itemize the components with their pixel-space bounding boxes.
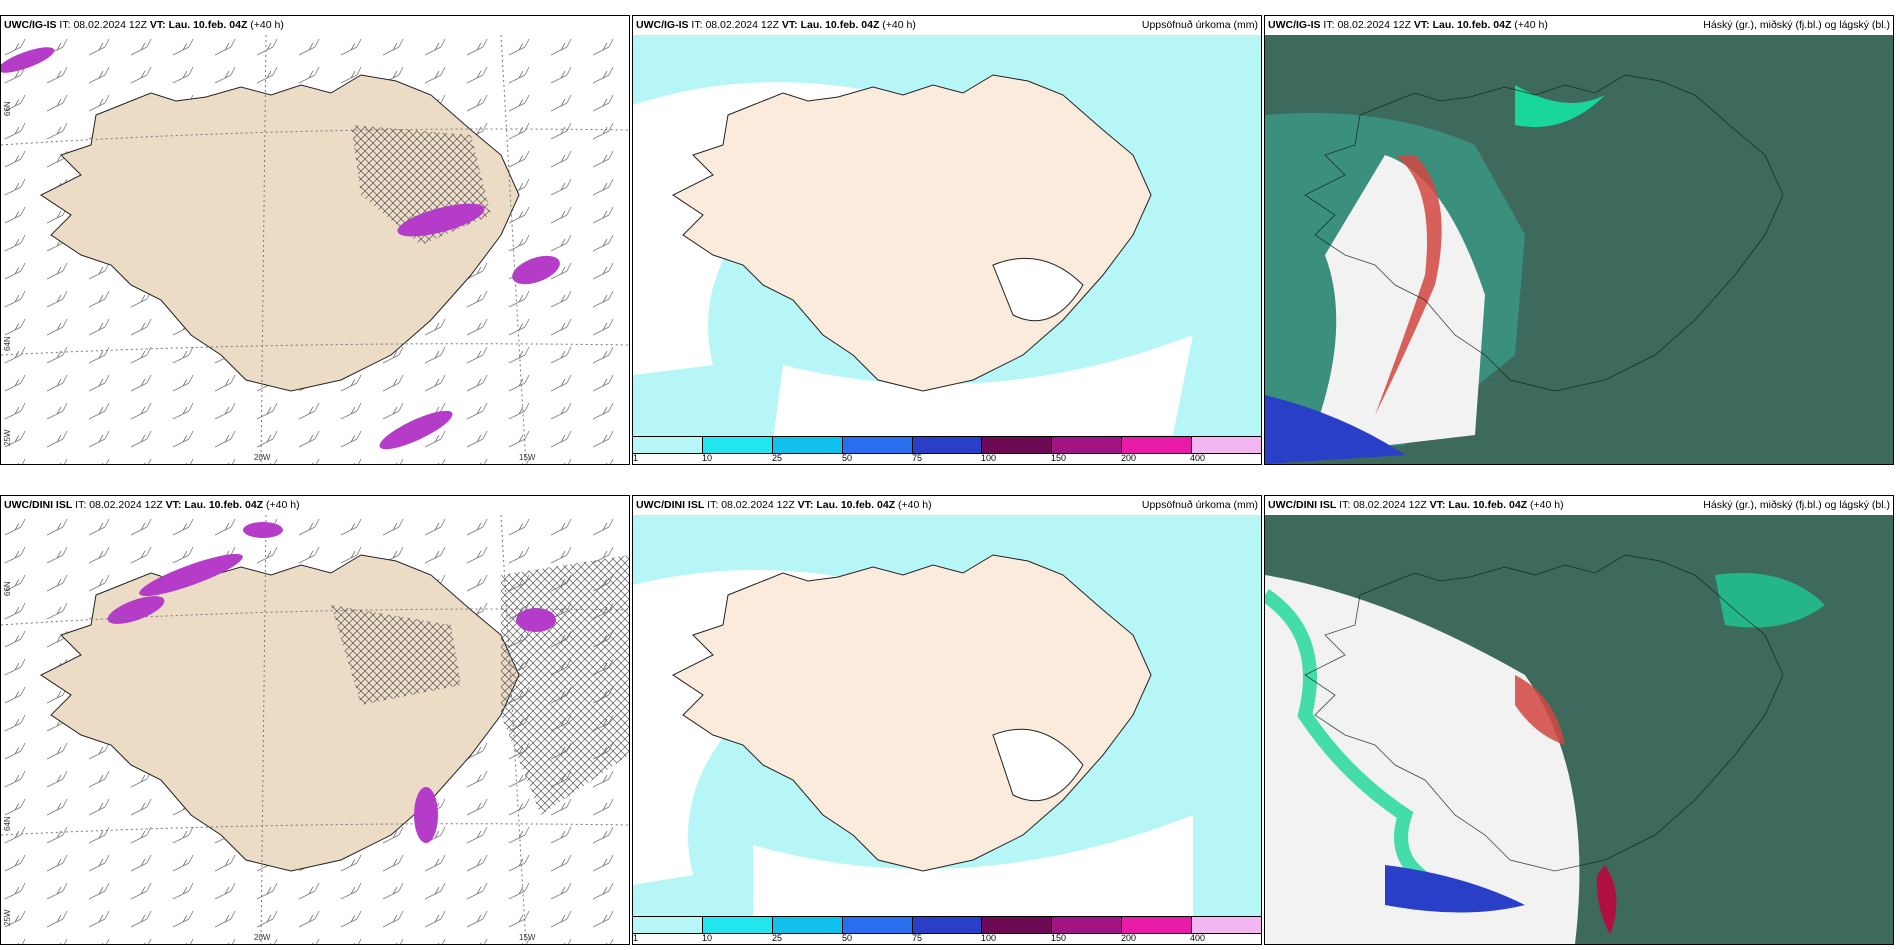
colorbar-tick: 400 bbox=[1190, 933, 1206, 943]
lon-label: 15W bbox=[519, 453, 536, 462]
cloud-map[interactable] bbox=[1265, 35, 1893, 464]
colorbar-tick: 1 bbox=[633, 453, 639, 463]
colorbar-swatches bbox=[633, 916, 1261, 934]
colorbar-swatch bbox=[1122, 917, 1193, 933]
colorbar-tick: 100 bbox=[981, 933, 997, 943]
colorbar-swatch bbox=[1122, 437, 1193, 453]
colorbar-swatch bbox=[772, 917, 843, 933]
lon-label: 20W bbox=[254, 933, 271, 942]
colorbar-swatch bbox=[633, 437, 703, 453]
precip-map[interactable] bbox=[633, 35, 1261, 464]
colorbar-swatches bbox=[633, 436, 1261, 454]
colorbar-tick: 10 bbox=[702, 933, 713, 943]
panel-header: UWC/DINI ISL IT: 08.02.2024 12Z VT: Lau.… bbox=[1, 496, 629, 515]
panel-header: UWC/IG-IS IT: 08.02.2024 12Z VT: Lau. 10… bbox=[1, 16, 629, 35]
colorbar-tick: 50 bbox=[842, 453, 853, 463]
panel-header: UWC/DINI ISL IT: 08.02.2024 12Z VT: Lau.… bbox=[633, 496, 1261, 515]
panel-cloud-dini: UWC/DINI ISL IT: 08.02.2024 12Z VT: Lau.… bbox=[1264, 495, 1894, 945]
panel-precip-dini: UWC/DINI ISL IT: 08.02.2024 12Z VT: Lau.… bbox=[632, 495, 1262, 945]
colorbar-tick: 200 bbox=[1121, 933, 1137, 943]
precip-colorbar: 1 10 25 50 75 100 150 200 400 bbox=[633, 436, 1261, 464]
lon-label: 15W bbox=[519, 933, 536, 942]
colorbar-tick: 1 bbox=[633, 933, 639, 943]
panel-wind-igis: UWC/IG-IS IT: 08.02.2024 12Z VT: Lau. 10… bbox=[0, 15, 630, 465]
colorbar-swatch bbox=[702, 917, 773, 933]
lat-label: 25W bbox=[3, 429, 12, 446]
colorbar-swatch bbox=[702, 437, 773, 453]
lon-label: 20W bbox=[254, 453, 271, 462]
colorbar-swatch bbox=[842, 917, 913, 933]
colorbar-swatch bbox=[1052, 917, 1123, 933]
colorbar-swatch bbox=[1052, 437, 1123, 453]
colorbar-tick: 50 bbox=[842, 933, 853, 943]
colorbar-swatch bbox=[1192, 917, 1261, 933]
panel-wind-dini: UWC/DINI ISL IT: 08.02.2024 12Z VT: Lau.… bbox=[0, 495, 630, 945]
colorbar-swatch bbox=[842, 437, 913, 453]
colorbar-swatch bbox=[912, 917, 983, 933]
panel-cloud-igis: UWC/IG-IS IT: 08.02.2024 12Z VT: Lau. 10… bbox=[1264, 15, 1894, 465]
colorbar-swatch bbox=[982, 437, 1053, 453]
colorbar-swatch bbox=[1192, 437, 1261, 453]
colorbar-swatch bbox=[912, 437, 983, 453]
colorbar-swatch bbox=[633, 917, 703, 933]
colorbar-tick: 10 bbox=[702, 453, 713, 463]
lat-label: 25W bbox=[3, 909, 12, 926]
precip-map[interactable] bbox=[633, 515, 1261, 944]
cloud-map[interactable] bbox=[1265, 515, 1893, 944]
colorbar-tick: 25 bbox=[772, 453, 783, 463]
colorbar-swatch bbox=[982, 917, 1053, 933]
colorbar-tick: 150 bbox=[1051, 453, 1067, 463]
lat-label: 66N bbox=[3, 101, 12, 116]
wind-map[interactable] bbox=[1, 35, 629, 464]
panel-header: UWC/IG-IS IT: 08.02.2024 12Z VT: Lau. 10… bbox=[633, 16, 1261, 35]
wind-map[interactable] bbox=[1, 515, 629, 944]
colorbar-tick: 100 bbox=[981, 453, 997, 463]
lat-label: 66N bbox=[3, 581, 12, 596]
colorbar-tick: 75 bbox=[912, 453, 923, 463]
colorbar-tick: 400 bbox=[1190, 453, 1206, 463]
colorbar-tick: 150 bbox=[1051, 933, 1067, 943]
colorbar-tick: 25 bbox=[772, 933, 783, 943]
panel-precip-igis: UWC/IG-IS IT: 08.02.2024 12Z VT: Lau. 10… bbox=[632, 15, 1262, 465]
lat-label: 64N bbox=[3, 336, 12, 351]
panel-header: UWC/IG-IS IT: 08.02.2024 12Z VT: Lau. 10… bbox=[1265, 16, 1893, 35]
colorbar-tick: 75 bbox=[912, 933, 923, 943]
colorbar-swatch bbox=[772, 437, 843, 453]
panel-header: UWC/DINI ISL IT: 08.02.2024 12Z VT: Lau.… bbox=[1265, 496, 1893, 515]
colorbar-tick: 200 bbox=[1121, 453, 1137, 463]
lat-label: 64N bbox=[3, 816, 12, 831]
precip-colorbar: 1 10 25 50 75 100 150 200 400 bbox=[633, 916, 1261, 944]
